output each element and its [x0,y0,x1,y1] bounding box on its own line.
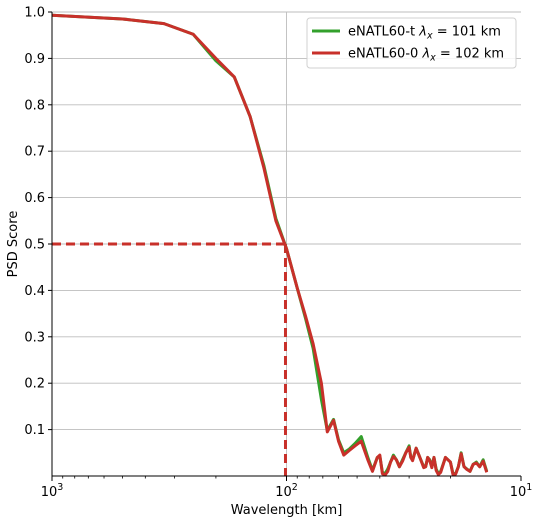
y-tick-label: 0.7 [24,145,45,160]
x-tick-label: 103 [41,482,64,500]
axes [48,11,522,481]
y-tick-label: 0.8 [24,98,45,113]
series-lines [51,13,489,477]
y-tick-label: 0.5 [24,238,45,253]
y-axis-label: PSD Score [6,211,21,278]
x-tick-label: 102 [275,482,298,500]
y-tick-label: 0.1 [24,423,45,438]
legend-label-0: eNATL60-t λx = 101 km [348,25,501,42]
legend-label-1: eNATL60-0 λx = 102 km [348,47,504,64]
y-tick-label: 0.6 [24,191,45,206]
y-tick-label: 0.3 [24,330,45,345]
series-line-1 [51,13,489,477]
legend-frame [306,17,517,69]
y-tick-label: 0.2 [24,377,45,392]
y-tick-label: 0.4 [24,284,45,299]
threshold-lines [52,242,287,476]
y-tick-label: 1.0 [24,6,45,21]
tick-labels: 0.1 0.2 0.3 0.4 0.5 0.6 0.7 0.8 0.9 1.0 103 102 101 [24,6,532,501]
x-tick-label: 101 [510,482,533,500]
legend: eNATL60-t λx = 101 km eNATL60-0 λx = 102 … [306,17,517,69]
y-tick-label: 0.9 [24,52,45,67]
x-axis-label: Wavelength [km] [231,503,343,518]
